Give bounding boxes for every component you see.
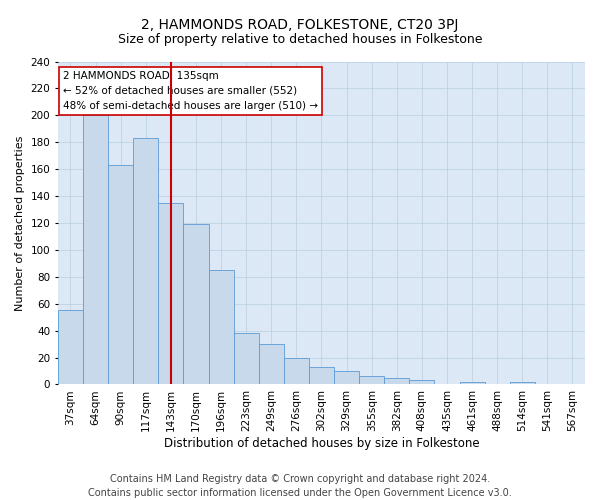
Bar	[384, 378, 409, 384]
Bar	[108, 165, 133, 384]
X-axis label: Distribution of detached houses by size in Folkestone: Distribution of detached houses by size …	[164, 437, 479, 450]
Bar	[259, 344, 284, 385]
Text: 2, HAMMONDS ROAD, FOLKESTONE, CT20 3PJ: 2, HAMMONDS ROAD, FOLKESTONE, CT20 3PJ	[142, 18, 458, 32]
Text: 2 HAMMONDS ROAD: 135sqm
← 52% of detached houses are smaller (552)
48% of semi-d: 2 HAMMONDS ROAD: 135sqm ← 52% of detache…	[63, 71, 318, 111]
Bar	[158, 203, 184, 384]
Bar	[510, 382, 535, 384]
Bar	[233, 334, 259, 384]
Bar	[409, 380, 434, 384]
Text: Contains HM Land Registry data © Crown copyright and database right 2024.
Contai: Contains HM Land Registry data © Crown c…	[88, 474, 512, 498]
Bar	[284, 358, 309, 384]
Bar	[184, 224, 209, 384]
Bar	[309, 367, 334, 384]
Y-axis label: Number of detached properties: Number of detached properties	[15, 136, 25, 310]
Bar	[133, 138, 158, 384]
Bar	[58, 310, 83, 384]
Bar	[359, 376, 384, 384]
Bar	[209, 270, 233, 384]
Text: Size of property relative to detached houses in Folkestone: Size of property relative to detached ho…	[118, 32, 482, 46]
Bar	[334, 371, 359, 384]
Bar	[83, 116, 108, 384]
Bar	[460, 382, 485, 384]
